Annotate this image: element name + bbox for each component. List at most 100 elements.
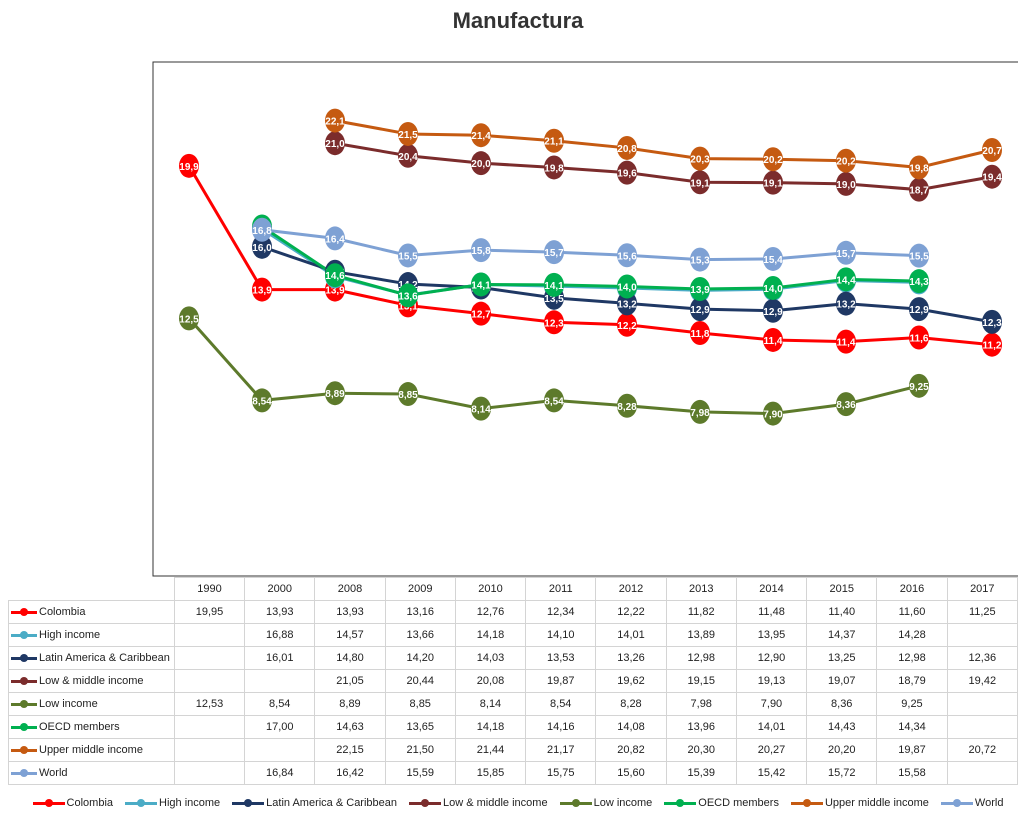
tick-label-x: 2015 [806, 577, 878, 601]
data-point-low-and-middle-income [325, 131, 345, 156]
table-cell: 19,13 [735, 669, 808, 693]
table-cell: 13,93 [244, 600, 316, 624]
table-cell: 14,18 [454, 623, 527, 647]
data-point-low-and-middle-income [763, 170, 783, 195]
table-cell [173, 623, 246, 647]
table-cell: 19,15 [665, 669, 737, 693]
table-cell [946, 761, 1018, 785]
data-label-oecd-members: 13,9 [690, 285, 710, 296]
table-cell: 13,95 [735, 623, 808, 647]
data-point-low-and-middle-income [909, 177, 929, 202]
legend-label: Colombia [66, 797, 114, 809]
table-cell: 16,42 [314, 761, 386, 785]
data-label-colombia: 12,2 [617, 321, 637, 332]
tick-label-x: 2013 [665, 577, 737, 601]
data-label-low-income: 7,98 [690, 408, 710, 419]
data-point-oecd-members [763, 275, 783, 300]
data-point-colombia [617, 312, 637, 337]
data-point-upper-middle-income [909, 155, 929, 180]
table-cell: 14,20 [384, 646, 456, 670]
data-point-upper-middle-income [982, 137, 1002, 162]
table-cell [173, 761, 246, 785]
table-cell: 21,17 [525, 738, 597, 762]
table-cell [244, 669, 316, 693]
table-cell [946, 692, 1018, 716]
table-cell: 20,72 [946, 738, 1018, 762]
legend-swatch [790, 799, 823, 808]
data-label-low-income: 8,54 [252, 396, 272, 407]
table-cell: 14,28 [876, 623, 948, 647]
legend-swatch [559, 799, 592, 808]
data-label-upper-middle-income: 20,7 [982, 146, 1002, 157]
data-label-low-and-middle-income: 19,8 [544, 163, 564, 174]
data-point-world [398, 243, 418, 268]
data-label-low-income: 9,25 [909, 382, 929, 393]
tick-label-x: 2017 [946, 577, 1018, 601]
table-cell: 20,08 [454, 669, 527, 693]
table-cell: 15,85 [454, 761, 527, 785]
table-cell: 15,60 [595, 761, 667, 785]
data-label-low-and-middle-income: 19,1 [690, 178, 710, 189]
tick-label-x: 2010 [454, 577, 527, 601]
table-cell: 15,58 [876, 761, 948, 785]
table-cell: 14,18 [454, 715, 527, 739]
data-label-low-income: 8,54 [544, 396, 564, 407]
data-point-world [471, 238, 491, 263]
data-point-low-income [909, 373, 929, 398]
table-cell [244, 738, 316, 762]
data-label-latin-america-and-caribbean: 16,0 [252, 243, 272, 254]
data-point-low-income [836, 392, 856, 417]
data-label-low-income: 12,5 [179, 314, 199, 325]
table-cell: 11,82 [665, 600, 737, 624]
data-point-world [836, 240, 856, 265]
data-point-colombia [252, 277, 272, 302]
data-label-world: 15,6 [617, 251, 637, 262]
data-label-upper-middle-income: 20,3 [690, 155, 710, 166]
data-point-oecd-members [471, 272, 491, 297]
table-cell: 11,60 [876, 600, 948, 624]
legend-swatch [125, 799, 158, 808]
table-cell: 17,00 [244, 715, 316, 739]
data-label-low-income: 8,36 [836, 400, 856, 411]
table-cell: 12,90 [735, 646, 808, 670]
data-label-world: 15,4 [763, 255, 783, 266]
data-label-colombia: 11,4 [837, 338, 856, 349]
data-point-colombia [471, 301, 491, 326]
legend-swatch [11, 746, 37, 755]
data-label-upper-middle-income: 22,1 [325, 117, 345, 128]
data-label-world: 16,4 [325, 234, 345, 245]
data-point-colombia [544, 310, 564, 335]
data-point-low-and-middle-income [836, 171, 856, 196]
legend-swatch [11, 700, 37, 709]
data-point-low-and-middle-income [617, 160, 637, 185]
data-label-upper-middle-income: 20,2 [763, 155, 783, 166]
table-cell: 16,01 [244, 646, 316, 670]
table-cell: 22,15 [314, 738, 386, 762]
table-cell: 12,53 [173, 692, 246, 716]
table-cell: 13,89 [665, 623, 737, 647]
data-label-oecd-members: 14,1 [544, 281, 564, 292]
data-label-world: 16,8 [252, 226, 272, 237]
table-series-label: OECD members [8, 715, 175, 739]
data-label-colombia: 11,6 [910, 334, 929, 345]
legend-item: High income [125, 797, 220, 809]
table-cell: 7,90 [735, 692, 808, 716]
data-label-world: 15,3 [690, 256, 710, 267]
legend-item: Colombia [32, 797, 114, 809]
data-label-latin-america-and-caribbean: 13,2 [617, 299, 637, 310]
series-name: World [39, 767, 68, 779]
data-label-upper-middle-income: 19,8 [909, 163, 929, 174]
table-cell: 14,16 [525, 715, 597, 739]
table-cell: 13,25 [806, 646, 878, 670]
data-point-latin-america-and-caribbean [982, 309, 1002, 334]
data-label-upper-middle-income: 21,4 [471, 131, 491, 142]
data-label-colombia: 12,3 [544, 318, 564, 329]
table-cell: 8,36 [806, 692, 878, 716]
data-point-colombia [982, 332, 1002, 357]
data-point-low-income [617, 393, 637, 418]
data-point-upper-middle-income [617, 135, 637, 160]
data-label-world: 15,5 [909, 252, 929, 263]
data-point-latin-america-and-caribbean [690, 297, 710, 322]
data-label-latin-america-and-caribbean: 13,5 [544, 294, 564, 305]
data-label-colombia: 13,9 [252, 286, 272, 297]
